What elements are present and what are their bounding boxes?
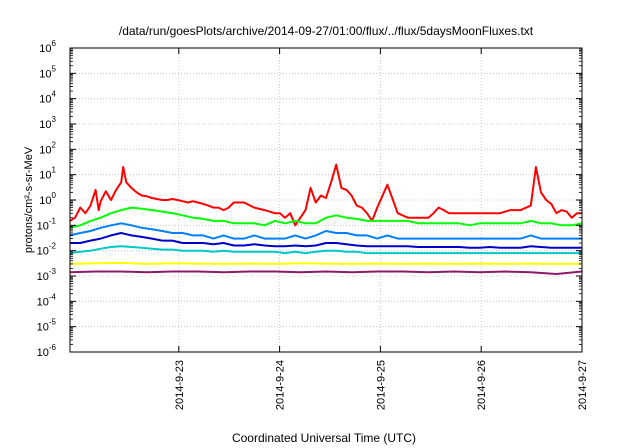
x-axis-label: Coordinated Universal Time (UTC) <box>232 431 416 445</box>
y-tick-label: 10-6 <box>37 343 57 359</box>
y-tick-label: 10-2 <box>37 242 57 258</box>
series-line-3 <box>69 222 582 240</box>
y-tick-label: 10-5 <box>37 318 57 334</box>
series-line-5 <box>69 245 582 255</box>
grid-lines <box>70 48 582 352</box>
x-tick-label: 2014-9-26 <box>476 360 488 410</box>
series-line-4 <box>70 232 582 249</box>
y-tick-label: 104 <box>39 90 56 106</box>
series-line-1 <box>69 163 582 227</box>
y-tick-label: 102 <box>39 140 56 156</box>
y-tick-label: 10-1 <box>37 216 57 232</box>
y-axis-label: protons/cm²-s-sr-MeV <box>23 146 35 253</box>
y-axis: 10-6 10-5 10-4 10-3 10-2 10-1 100 101 102 103 104 1… <box>37 39 582 359</box>
x-tick-label: 2014-9-27 <box>577 360 589 410</box>
y-tick-label: 10-3 <box>37 267 57 283</box>
series-line-7 <box>69 270 583 275</box>
series-group <box>69 163 583 275</box>
chart-title: /data/run/goesPlots/archive/2014-09-27/0… <box>119 24 534 38</box>
x-tick-label: 2014-9-23 <box>174 360 186 410</box>
series-line-2 <box>69 206 583 229</box>
x-tick-label: 2014-9-25 <box>375 360 387 410</box>
y-tick-label: 100 <box>39 191 56 207</box>
series-line-6 <box>69 261 582 265</box>
y-tick-label: 106 <box>39 39 56 55</box>
x-axis: 2014-9-23 2014-9-24 2014-9-25 2014-9-26 2014… <box>174 48 589 410</box>
y-tick-label: 105 <box>39 64 56 80</box>
y-tick-label: 103 <box>39 115 56 131</box>
x-tick-label: 2014-9-24 <box>275 360 287 410</box>
y-tick-label: 101 <box>39 166 56 182</box>
y-tick-label: 10-4 <box>37 292 57 308</box>
